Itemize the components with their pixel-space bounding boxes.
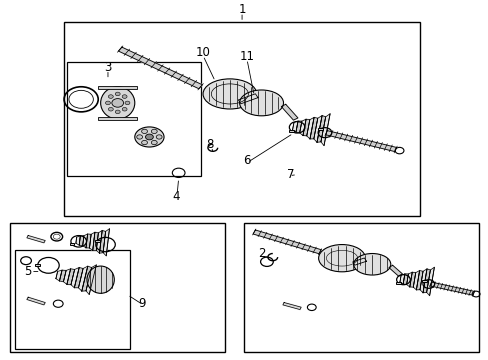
Circle shape — [122, 107, 127, 111]
Text: 7: 7 — [286, 168, 294, 181]
Ellipse shape — [318, 244, 365, 272]
Polygon shape — [93, 232, 98, 251]
Polygon shape — [352, 258, 366, 265]
Bar — [15, 250, 130, 348]
Polygon shape — [74, 267, 83, 288]
Circle shape — [151, 129, 157, 134]
Polygon shape — [292, 121, 298, 132]
Circle shape — [115, 92, 120, 96]
Text: 9: 9 — [138, 297, 145, 310]
Polygon shape — [27, 235, 45, 243]
Text: 3: 3 — [104, 60, 111, 73]
Polygon shape — [325, 131, 396, 152]
Bar — [10, 223, 224, 352]
Polygon shape — [406, 272, 411, 287]
Text: 11: 11 — [239, 50, 254, 63]
Polygon shape — [56, 270, 62, 281]
Polygon shape — [89, 232, 95, 251]
Circle shape — [145, 134, 153, 140]
Circle shape — [142, 129, 147, 134]
Ellipse shape — [135, 127, 163, 147]
Polygon shape — [399, 274, 404, 284]
Ellipse shape — [87, 266, 114, 293]
Text: 8: 8 — [206, 138, 214, 150]
Polygon shape — [295, 121, 301, 133]
Polygon shape — [67, 269, 75, 285]
Ellipse shape — [239, 90, 283, 116]
Polygon shape — [81, 266, 91, 291]
Ellipse shape — [203, 79, 256, 109]
Polygon shape — [281, 104, 297, 120]
Bar — [421, 280, 426, 282]
Bar — [66, 62, 200, 176]
Polygon shape — [103, 229, 109, 256]
Polygon shape — [82, 234, 87, 248]
Bar — [64, 22, 419, 216]
Polygon shape — [96, 230, 102, 253]
Bar — [395, 282, 400, 284]
Polygon shape — [429, 282, 473, 295]
Polygon shape — [309, 117, 317, 139]
Polygon shape — [27, 297, 45, 305]
Polygon shape — [79, 236, 84, 246]
Text: 5: 5 — [24, 265, 31, 278]
Bar — [317, 128, 322, 130]
Polygon shape — [422, 269, 429, 293]
Ellipse shape — [353, 253, 390, 275]
Circle shape — [151, 140, 157, 145]
Circle shape — [112, 99, 123, 107]
Bar — [244, 223, 478, 352]
Bar — [69, 243, 74, 245]
Polygon shape — [303, 119, 309, 136]
Circle shape — [137, 135, 142, 139]
Polygon shape — [306, 117, 313, 139]
Text: 10: 10 — [195, 46, 210, 59]
Polygon shape — [419, 269, 426, 293]
Polygon shape — [320, 114, 329, 146]
Ellipse shape — [101, 87, 135, 119]
Circle shape — [115, 110, 120, 114]
Polygon shape — [60, 270, 66, 282]
Text: 2: 2 — [257, 247, 265, 260]
Circle shape — [108, 95, 113, 98]
Polygon shape — [299, 119, 305, 136]
Polygon shape — [409, 272, 415, 287]
Circle shape — [125, 101, 130, 105]
Polygon shape — [412, 271, 419, 290]
Bar — [98, 117, 137, 120]
Circle shape — [105, 101, 110, 105]
Polygon shape — [426, 267, 433, 296]
Text: 1: 1 — [238, 3, 245, 16]
Polygon shape — [313, 116, 322, 142]
Polygon shape — [76, 236, 80, 245]
Bar — [98, 86, 137, 89]
Polygon shape — [78, 266, 87, 291]
Polygon shape — [253, 230, 321, 254]
Polygon shape — [416, 271, 422, 290]
Polygon shape — [86, 234, 91, 248]
Circle shape — [156, 135, 162, 139]
Polygon shape — [99, 230, 105, 253]
Circle shape — [122, 95, 127, 98]
Polygon shape — [283, 302, 301, 310]
Polygon shape — [71, 267, 79, 288]
Polygon shape — [63, 269, 70, 284]
Polygon shape — [238, 94, 258, 104]
Text: 6: 6 — [243, 154, 250, 167]
Polygon shape — [403, 274, 407, 284]
Polygon shape — [118, 47, 202, 89]
Circle shape — [108, 107, 113, 111]
Polygon shape — [316, 116, 325, 142]
Circle shape — [142, 140, 147, 145]
Polygon shape — [86, 265, 96, 294]
Text: 4: 4 — [172, 190, 180, 203]
Bar — [288, 130, 293, 132]
Bar — [95, 240, 100, 242]
Polygon shape — [388, 265, 402, 276]
Bar — [35, 264, 40, 266]
